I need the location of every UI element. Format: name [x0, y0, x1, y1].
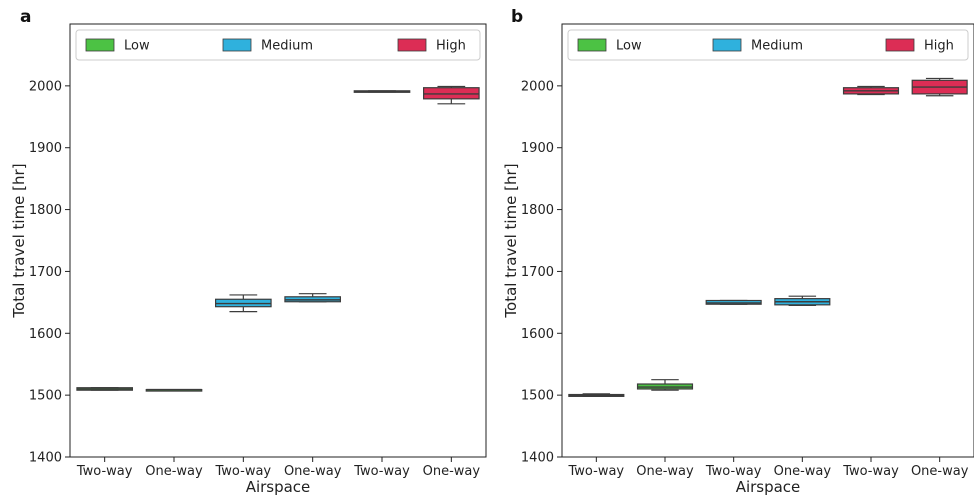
box-plot	[705, 299, 762, 305]
x-tick-label: One-way	[423, 464, 481, 479]
y-tick-label: 1400	[29, 451, 62, 466]
x-tick-label: Two-way	[76, 464, 133, 479]
legend-swatch	[712, 38, 742, 52]
y-tick-label: 1900	[29, 141, 62, 156]
y-axis-title: Total travel time [hr]	[502, 163, 520, 318]
box-plot	[568, 393, 625, 397]
x-tick-label: One-way	[774, 464, 832, 479]
panel-letter: a	[20, 7, 31, 27]
box-plot	[353, 90, 411, 93]
legend-swatch	[397, 38, 427, 52]
legend-swatch	[222, 38, 252, 52]
legend-label: High	[924, 39, 954, 54]
legend: Low Medium High	[567, 29, 969, 61]
x-tick-label: One-way	[911, 464, 969, 479]
legend-frame	[567, 29, 969, 61]
x-tick-label: Two-way	[705, 464, 762, 479]
box-plot	[911, 77, 968, 97]
legend-label: Medium	[751, 39, 803, 54]
panel-a: a 1400 1500 1600 1700 1800 1900 2000 Two-way One-…	[10, 7, 487, 496]
y-tick-label: 1600	[29, 327, 62, 342]
y-tick-label: 1600	[521, 327, 554, 342]
panel-letter: b	[511, 7, 523, 27]
y-tick-label: 1800	[521, 203, 554, 218]
legend-label: Medium	[261, 39, 313, 54]
y-tick-label: 1800	[29, 203, 62, 218]
legend: Low Medium High	[75, 29, 481, 61]
y-tick-label: 1700	[29, 265, 62, 280]
y-tick-label: 1900	[521, 141, 554, 156]
box-plot	[76, 387, 134, 391]
y-tick-label: 1700	[521, 265, 554, 280]
y-tick-label: 2000	[521, 79, 554, 94]
y-tick-label: 1400	[521, 451, 554, 466]
y-tick-label: 1500	[521, 389, 554, 404]
legend-swatch	[885, 38, 915, 52]
box-plot	[842, 85, 900, 96]
y-tick-label: 1500	[29, 389, 62, 404]
x-axis-title: Airspace	[246, 478, 311, 496]
axes-frame	[561, 23, 974, 458]
y-tick-label: 2000	[29, 79, 62, 94]
box-plot	[636, 379, 694, 391]
x-tick-label: Two-way	[568, 464, 625, 479]
box-plot	[774, 295, 831, 307]
legend-label: High	[436, 39, 466, 54]
box-plot	[215, 294, 272, 313]
box-plot	[284, 293, 341, 303]
legend-swatch	[85, 38, 115, 52]
box-plot	[145, 388, 203, 392]
legend-label: Low	[124, 39, 150, 54]
legend-label: Low	[616, 39, 642, 54]
x-tick-label: One-way	[636, 464, 694, 479]
box-plot	[423, 85, 480, 105]
x-tick-label: One-way	[284, 464, 342, 479]
y-axis-title: Total travel time [hr]	[10, 163, 28, 318]
x-axis-title: Airspace	[736, 478, 801, 496]
legend-swatch	[577, 38, 607, 52]
legend-frame	[75, 29, 481, 61]
x-tick-label: Two-way	[353, 464, 410, 479]
x-tick-label: Two-way	[215, 464, 272, 479]
panel-b: b 1400 1500 1600 1700 1800 1900 2000 Two-way One-…	[502, 7, 974, 496]
axes-frame	[69, 23, 487, 458]
x-tick-label: Two-way	[842, 464, 899, 479]
x-tick-label: One-way	[145, 464, 203, 479]
